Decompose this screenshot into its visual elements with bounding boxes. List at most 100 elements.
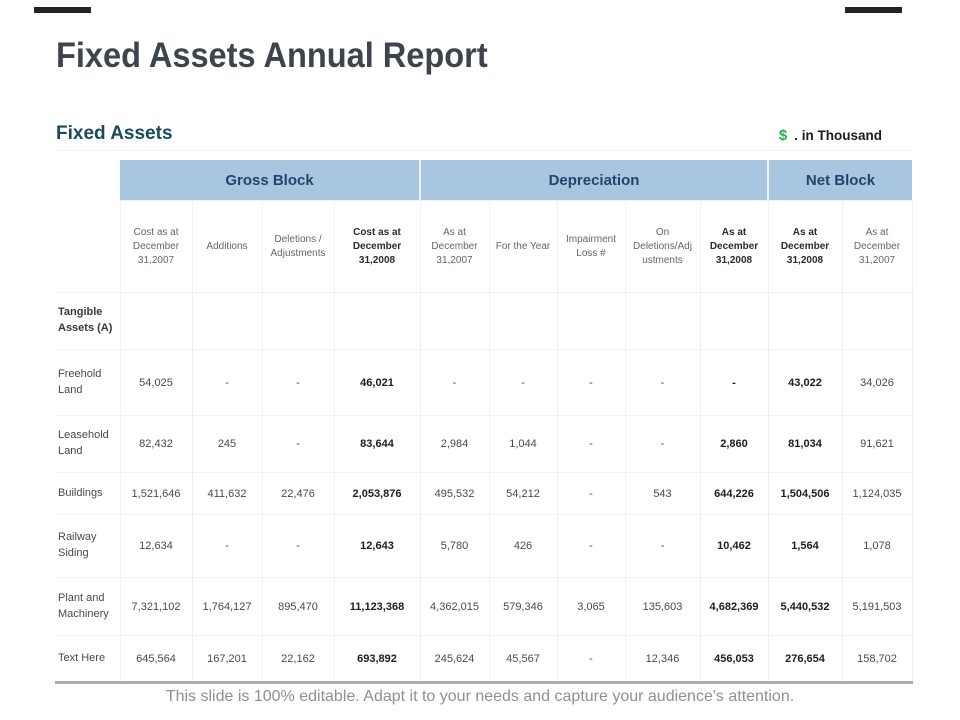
data-cell <box>488 292 558 350</box>
column-header: Cost as at December 31,2008 <box>333 200 421 293</box>
data-cell: 1,521,646 <box>119 472 193 515</box>
data-cell: 2,860 <box>699 415 769 473</box>
data-cell: 411,632 <box>191 472 263 515</box>
data-cell: - <box>556 472 626 515</box>
data-cell <box>119 292 193 350</box>
column-header: Deletions / Adjustments <box>261 200 335 293</box>
data-cell: 1,504,506 <box>767 472 843 515</box>
page-title: Fixed Assets Annual Report <box>56 36 488 75</box>
data-cell: - <box>624 514 701 578</box>
data-cell: 83,644 <box>333 415 421 473</box>
data-cell: 895,470 <box>261 577 335 636</box>
data-cell: 2,984 <box>419 415 490 473</box>
data-cell: - <box>556 514 626 578</box>
column-header: As at December 31,2008 <box>699 200 769 293</box>
data-cell: 12,634 <box>119 514 193 578</box>
data-cell: 495,532 <box>419 472 490 515</box>
data-cell: 34,026 <box>841 349 913 416</box>
heading-divider <box>55 150 912 151</box>
data-cell: 426 <box>488 514 558 578</box>
row-label: Leasehold Land <box>55 415 121 473</box>
data-cell: - <box>261 349 335 416</box>
data-cell <box>191 292 263 350</box>
data-cell: 1,564 <box>767 514 843 578</box>
data-cell: 7,321,102 <box>119 577 193 636</box>
column-header: Cost as at December 31,2007 <box>119 200 193 293</box>
data-cell <box>333 292 421 350</box>
data-cell <box>261 292 335 350</box>
currency-note-label: . in Thousand <box>794 128 882 143</box>
data-cell: 1,764,127 <box>191 577 263 636</box>
data-cell: 1,078 <box>841 514 913 578</box>
group-header: Gross Block <box>120 160 420 201</box>
column-header: As at December 31,2008 <box>767 200 843 293</box>
data-cell: - <box>556 635 626 683</box>
top-left-dash <box>34 7 91 13</box>
table-row: Railway Siding 12,634- -12,643 5,780 426- -10… <box>55 514 913 578</box>
table-row: Freehold Land 54,025- -46,021- - - - -43,022 34… <box>55 349 913 416</box>
data-cell: 2,053,876 <box>333 472 421 515</box>
data-cell <box>624 292 701 350</box>
row-label: Plant and Machinery <box>55 577 121 636</box>
column-header: On Deletions/Adj ustments <box>624 200 701 293</box>
column-header: As at December 31,2007 <box>841 200 913 293</box>
group-header: Depreciation <box>419 160 768 201</box>
data-cell: - <box>556 415 626 473</box>
row-label: Freehold Land <box>55 349 121 416</box>
data-cell: 5,440,532 <box>767 577 843 636</box>
table-row: Text Here 645,564 167,201 22,162 693,892 245,… <box>55 635 913 683</box>
data-cell: - <box>419 349 490 416</box>
table-row: Plant and Machinery 7,321,102 1,764,127 895… <box>55 577 913 636</box>
dollar-icon: $ <box>778 127 788 144</box>
data-cell <box>841 292 913 350</box>
data-cell <box>556 292 626 350</box>
column-header: For the Year <box>488 200 558 293</box>
data-cell <box>419 292 490 350</box>
data-cell: - <box>556 349 626 416</box>
data-cell: 167,201 <box>191 635 263 683</box>
group-header: Net Block <box>767 160 912 201</box>
data-cell: - <box>699 349 769 416</box>
data-cell: 135,603 <box>624 577 701 636</box>
row-label: Text Here <box>55 635 121 683</box>
data-cell: - <box>261 514 335 578</box>
data-cell: 10,462 <box>699 514 769 578</box>
column-header: Impairment Loss # <box>556 200 626 293</box>
data-cell: 11,123,368 <box>333 577 421 636</box>
data-cell: - <box>261 415 335 473</box>
data-cell: 81,034 <box>767 415 843 473</box>
currency-note: $ . in Thousand <box>779 127 882 144</box>
data-cell: 158,702 <box>841 635 913 683</box>
data-cell: 54,212 <box>488 472 558 515</box>
row-label: Railway Siding <box>55 514 121 578</box>
column-header: As at December 31,2007 <box>419 200 490 293</box>
data-cell: 5,780 <box>419 514 490 578</box>
data-cell: 22,476 <box>261 472 335 515</box>
data-cell: 22,162 <box>261 635 335 683</box>
table-row: Tangible Assets (A) <box>55 292 913 350</box>
data-cell: 45,567 <box>488 635 558 683</box>
data-cell: 645,564 <box>119 635 193 683</box>
data-cell: 54,025 <box>119 349 193 416</box>
data-cell: 543 <box>624 472 701 515</box>
data-cell: 46,021 <box>333 349 421 416</box>
data-cell: 12,643 <box>333 514 421 578</box>
data-cell: 456,053 <box>699 635 769 683</box>
data-cell: - <box>488 349 558 416</box>
data-cell: 43,022 <box>767 349 843 416</box>
row-label: Buildings <box>55 472 121 515</box>
data-cell: 82,432 <box>119 415 193 473</box>
data-cell: 4,682,369 <box>699 577 769 636</box>
footer-note: This slide is 100% editable. Adapt it to… <box>165 688 795 705</box>
top-right-dash <box>845 7 902 13</box>
data-cell: - <box>624 349 701 416</box>
data-cell: - <box>191 514 263 578</box>
data-cell: 3,065 <box>556 577 626 636</box>
data-cell: 4,362,015 <box>419 577 490 636</box>
fixed-assets-table: Gross Block Depreciation Net Block Cost as … <box>55 160 913 684</box>
corner-cell <box>55 200 120 293</box>
data-cell: 1,044 <box>488 415 558 473</box>
row-label: Tangible Assets (A) <box>55 292 121 350</box>
data-cell: 1,124,035 <box>841 472 913 515</box>
